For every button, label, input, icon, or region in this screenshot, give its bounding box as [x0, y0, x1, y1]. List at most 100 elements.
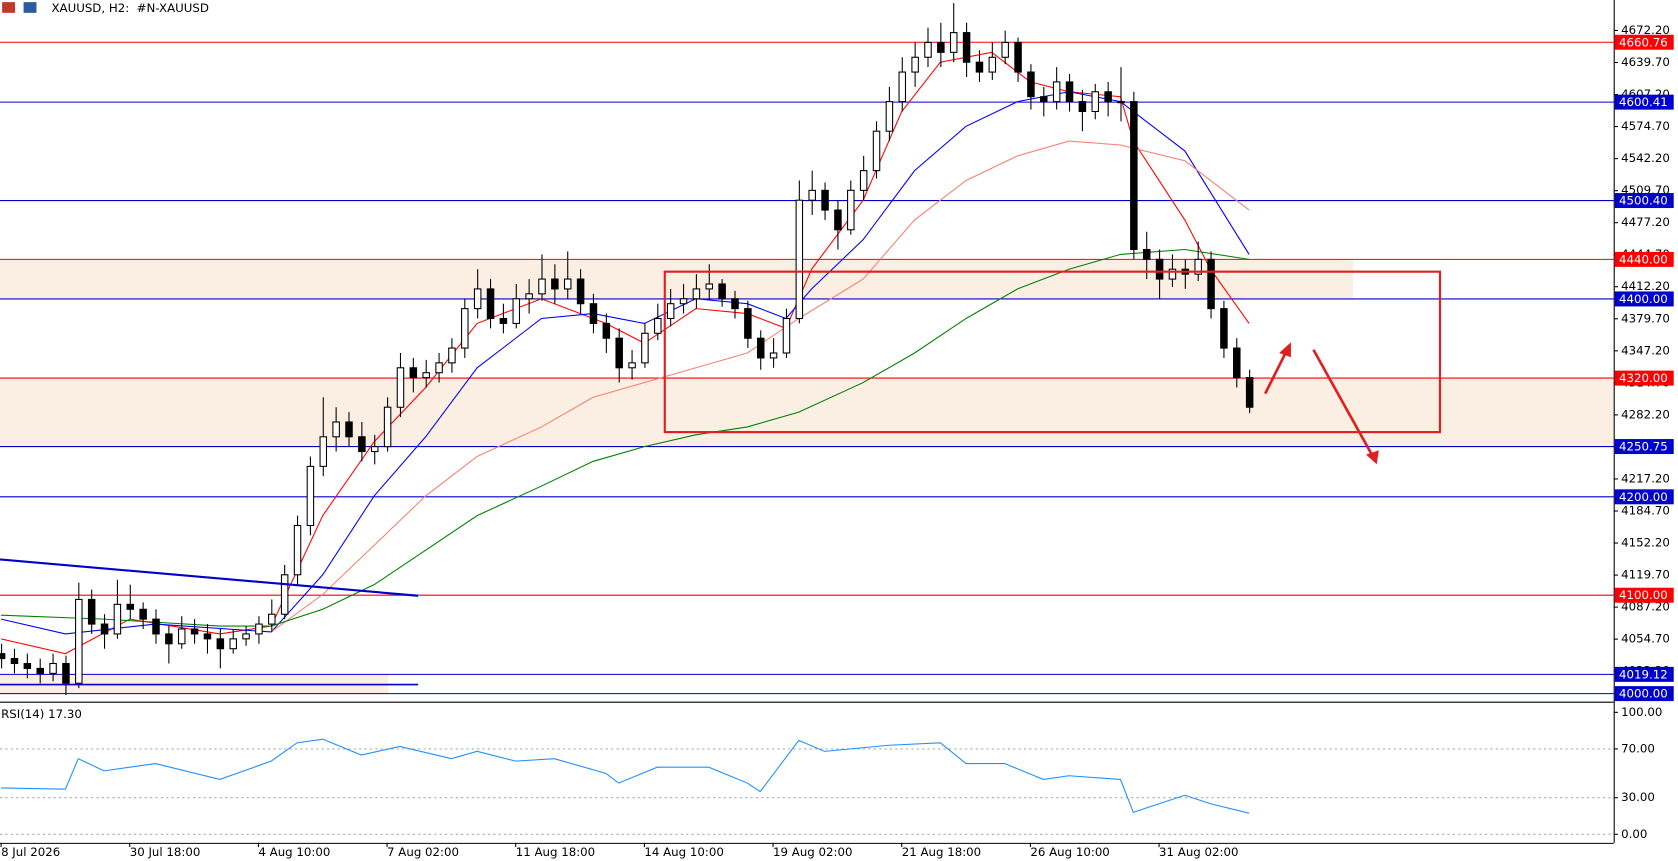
level-tag: [1614, 34, 1674, 50]
candle-body: [1040, 96, 1048, 103]
zone: [0, 259, 1354, 299]
candle-body: [1052, 81, 1061, 103]
candle-body: [177, 628, 186, 645]
y-tick-label: 4087.20: [1621, 600, 1670, 614]
zone: [0, 377, 1614, 446]
level-tag: [1614, 439, 1674, 455]
candle-body: [268, 613, 276, 625]
y-tick-label: 4639.70: [1621, 55, 1670, 69]
candle-body: [358, 436, 366, 453]
candle-body: [654, 317, 662, 334]
x-tick-label: 4 Aug 10:00: [258, 845, 330, 859]
level-label: 4100.00: [1619, 588, 1668, 602]
candle-body: [859, 170, 868, 191]
candle-body: [1194, 258, 1202, 275]
candle-body: [885, 101, 894, 132]
frame: [0, 0, 1615, 844]
candle-body: [563, 278, 572, 290]
candles: [0, 3, 1254, 696]
axes: 4672.204639.704607.204574.704542.204509.…: [0, 23, 1674, 859]
level-tag: [1614, 489, 1674, 505]
candle-body: [666, 303, 675, 320]
candle-body: [847, 189, 855, 231]
level-label: 4400.00: [1619, 292, 1668, 306]
icon: [23, 2, 37, 13]
candle-body: [216, 638, 225, 650]
candle-body: [113, 603, 122, 635]
level-tag: [1614, 370, 1674, 386]
rsi-pane: [0, 738, 1614, 835]
trend-line: [0, 558, 419, 597]
level-label: 4660.76: [1619, 35, 1668, 49]
candle-body: [383, 406, 392, 448]
y-tick-label: 4119.70: [1621, 568, 1670, 582]
candle-body: [1155, 258, 1164, 280]
candle-body: [782, 317, 791, 354]
candle-body: [615, 337, 623, 369]
level-tag: [1614, 251, 1674, 267]
candle-body: [1245, 377, 1254, 408]
x-tick-label: 19 Aug 02:00: [773, 845, 852, 859]
candle-body: [422, 372, 430, 379]
candle-body: [165, 633, 173, 645]
candle-body: [49, 662, 57, 674]
candle-body: [190, 628, 199, 635]
candle-body: [1117, 101, 1125, 104]
candle-body: [293, 524, 302, 576]
level-label: 4600.41: [1619, 95, 1668, 109]
x-tick-label: 8 Jul 2026: [1, 845, 60, 859]
candle-body: [62, 662, 70, 684]
y-tick-label: 4542.20: [1621, 151, 1670, 165]
moving-average: [270, 140, 1250, 633]
candle-body: [435, 362, 443, 374]
candle-body: [769, 352, 778, 359]
candle-body: [937, 41, 945, 53]
candle-body: [126, 603, 135, 610]
header-bg: [0, 0, 215, 17]
level-tag: [1614, 193, 1674, 209]
candle-body: [242, 633, 250, 640]
candle-body: [1065, 81, 1074, 103]
candle-body: [641, 332, 649, 364]
candle-body: [692, 288, 701, 300]
candle-body: [486, 288, 495, 320]
candle-body: [808, 189, 816, 201]
candle-body: [1104, 91, 1112, 103]
candle-body: [461, 308, 469, 349]
level-label: 4320.00: [1619, 371, 1668, 385]
candle-body: [872, 130, 881, 172]
y-tick-label: 0.00: [1621, 827, 1647, 841]
candle-body: [1027, 71, 1035, 98]
x-tick-label: 7 Aug 02:00: [387, 845, 459, 859]
rsi-title: RSI(14) 17.30: [1, 707, 82, 721]
y-tick-label: 100.00: [1621, 705, 1662, 719]
candle-body: [370, 446, 379, 453]
zone: [0, 674, 389, 694]
candle-body: [1142, 248, 1151, 260]
level-label: 4440.00: [1619, 252, 1668, 266]
candle-body: [0, 653, 6, 660]
candle-body: [203, 633, 212, 640]
y-tick-label: 4282.20: [1621, 407, 1670, 421]
levels: [0, 41, 1614, 695]
candle-body: [628, 362, 636, 369]
level-tag: [1614, 686, 1674, 702]
level-label: 4500.40: [1619, 194, 1668, 208]
candle-body: [576, 278, 585, 305]
y-tick-label: 4184.70: [1621, 504, 1670, 518]
arrow-head: [1279, 342, 1291, 358]
y-tick-label: 4672.20: [1621, 23, 1670, 37]
candle-body: [602, 322, 611, 339]
y-tick-label: 30.00: [1621, 790, 1655, 804]
candle-body: [898, 71, 907, 103]
candle-body: [1130, 101, 1138, 251]
candle-body: [1091, 91, 1100, 113]
y-tick-label: 4054.70: [1621, 632, 1670, 646]
x-tick-label: 11 Aug 18:00: [516, 845, 595, 859]
level-tag: [1614, 291, 1674, 307]
candle-body: [962, 32, 971, 63]
candle-body: [679, 298, 688, 305]
arrow-down: [1312, 349, 1374, 457]
candle-body: [139, 608, 147, 620]
